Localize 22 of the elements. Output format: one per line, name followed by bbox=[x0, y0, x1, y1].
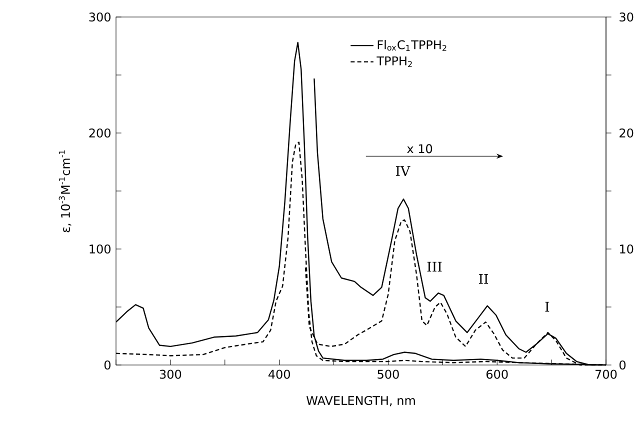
y-tick-label: 100 bbox=[90, 244, 110, 254]
legend-label: Fl$_{ox}$C$_{1}$TPPH$_{2}$ bbox=[378, 40, 446, 51]
annotation: x 10 bbox=[407, 144, 432, 154]
annotation: III bbox=[427, 262, 442, 272]
x-tick-label: 500 bbox=[378, 370, 399, 379]
annotation: II bbox=[478, 274, 488, 284]
y2-tick-label: 10 bbox=[620, 244, 634, 254]
y-axis-title: ε, 10$^{-3}$M$^{-1}$cm$^{-1}$ bbox=[58, 150, 72, 232]
y2-tick-label: 30 bbox=[620, 12, 634, 22]
y-tick-label: 0 bbox=[104, 360, 110, 370]
x-axis-title: WAVELENGTH, nm bbox=[306, 396, 415, 406]
y2-tick-label: 0 bbox=[620, 360, 626, 370]
x-tick-label: 400 bbox=[268, 370, 290, 379]
y2-tick-label: 20 bbox=[620, 128, 634, 138]
annotation: IV bbox=[396, 166, 410, 176]
y-tick-label: 200 bbox=[89, 128, 110, 138]
y-tick-label: 300 bbox=[89, 12, 110, 22]
x-tick-label: 600 bbox=[486, 370, 508, 379]
legend-label: TPPH$_{2}$ bbox=[376, 56, 412, 68]
x-tick-label: 300 bbox=[160, 370, 182, 379]
x-tick-label: 700 bbox=[596, 370, 617, 379]
annotation: I bbox=[545, 302, 550, 312]
